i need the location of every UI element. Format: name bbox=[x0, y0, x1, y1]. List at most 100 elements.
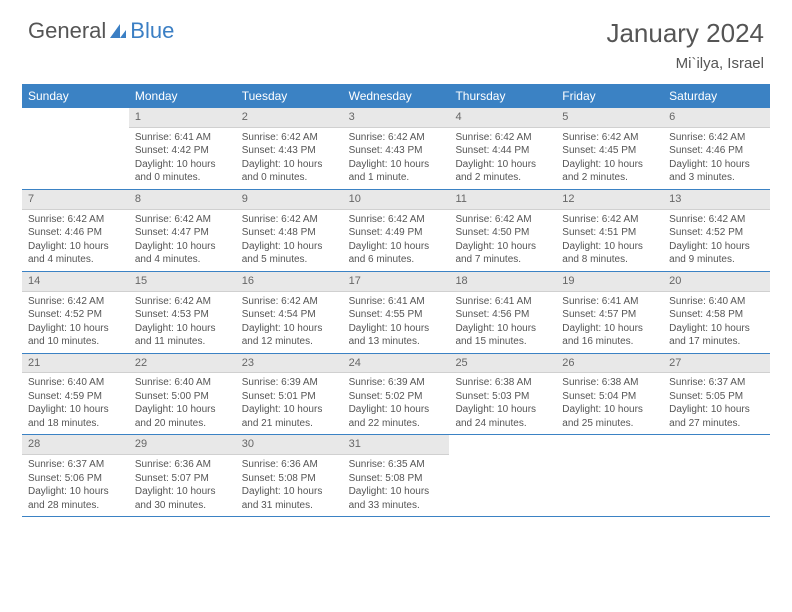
day-detail: Sunrise: 6:40 AMSunset: 5:00 PMDaylight:… bbox=[129, 373, 236, 434]
brand-logo: General Blue bbox=[28, 18, 174, 44]
sunrise-line: Sunrise: 6:41 AM bbox=[349, 296, 425, 307]
day-detail: Sunrise: 6:35 AM Sunset: 5:08 PM Daylight:… bbox=[343, 455, 450, 516]
day-number: 10 bbox=[343, 190, 450, 210]
sunset-line: Sunset: 4:46 PM bbox=[669, 145, 743, 156]
day-detail: Sunrise: 6:41 AMSunset: 4:55 PMDaylight:… bbox=[343, 292, 450, 353]
day-number: 5 bbox=[556, 108, 663, 128]
calendar-day-cell: 22Sunrise: 6:40 AMSunset: 5:00 PMDayligh… bbox=[129, 354, 236, 435]
sunset-line: Sunset: 4:42 PM bbox=[135, 145, 209, 156]
day-number: 29 bbox=[129, 435, 236, 455]
calendar-day-cell: 13Sunrise: 6:42 AMSunset: 4:52 PMDayligh… bbox=[663, 190, 770, 271]
daylight-line: Daylight: 10 hours and 4 minutes. bbox=[135, 241, 216, 266]
sunrise-line: Sunrise: 6:37 AM bbox=[669, 377, 745, 388]
day-number: 22 bbox=[129, 354, 236, 374]
calendar-day-cell: 14Sunrise: 6:42 AMSunset: 4:52 PMDayligh… bbox=[22, 272, 129, 353]
day-detail: Sunrise: 6:38 AMSunset: 5:03 PMDaylight:… bbox=[449, 373, 556, 434]
calendar-empty-cell bbox=[556, 435, 663, 516]
daylight-line: Daylight: 10 hours and 20 minutes. bbox=[135, 404, 216, 429]
calendar-day-cell: 15Sunrise: 6:42 AMSunset: 4:53 PMDayligh… bbox=[129, 272, 236, 353]
sunset-line: Sunset: 4:52 PM bbox=[669, 227, 743, 238]
sunrise-line: Sunrise: 6:42 AM bbox=[455, 132, 531, 143]
sunrise-line: Sunrise: 6:36 AM bbox=[242, 459, 318, 470]
sunset-line: Sunset: 4:50 PM bbox=[455, 227, 529, 238]
day-number: 12 bbox=[556, 190, 663, 210]
calendar-day-cell: 30Sunrise: 6:36 AMSunset: 5:08 PMDayligh… bbox=[236, 435, 343, 516]
day-detail: Sunrise: 6:42 AMSunset: 4:43 PMDaylight:… bbox=[236, 128, 343, 189]
day-number: 14 bbox=[22, 272, 129, 292]
daylight-line: Daylight: 10 hours and 7 minutes. bbox=[455, 241, 536, 266]
day-detail: Sunrise: 6:38 AM Sunset: 5:04 PM Daylight:… bbox=[556, 373, 663, 434]
sunset-line: Sunset: 5:04 PM bbox=[562, 391, 636, 402]
day-number: 31 bbox=[343, 435, 450, 455]
sunset-line: Sunset: 4:45 PM bbox=[562, 145, 636, 156]
calendar-day-cell: 7Sunrise: 6:42 AMSunset: 4:46 PMDaylight… bbox=[22, 190, 129, 271]
sunrise-line: Sunrise: 6:42 AM bbox=[562, 214, 638, 225]
daylight-line: Daylight: 10 hours and 1 minute. bbox=[349, 159, 430, 184]
calendar-empty-cell bbox=[663, 435, 770, 516]
day-detail: Sunrise: 6:37 AMSunset: 5:05 PMDaylight:… bbox=[663, 373, 770, 434]
sunset-line: Sunset: 4:57 PM bbox=[562, 309, 636, 320]
calendar-day-cell: 18Sunrise: 6:41 AMSunset: 4:56 PMDayligh… bbox=[449, 272, 556, 353]
sunrise-line: Sunrise: 6:42 AM bbox=[28, 214, 104, 225]
sunset-line: Sunset: 5:08 PM bbox=[349, 473, 423, 484]
sunset-line: Sunset: 4:56 PM bbox=[455, 309, 529, 320]
day-number: 2 bbox=[236, 108, 343, 128]
daylight-line: Daylight: 10 hours and 22 minutes. bbox=[349, 404, 430, 429]
daylight-line: Daylight: 10 hours and 2 minutes. bbox=[455, 159, 536, 184]
day-number: 13 bbox=[663, 190, 770, 210]
day-number: 11 bbox=[449, 190, 556, 210]
calendar-week-row: 1Sunrise: 6:41 AMSunset: 4:42 PMDaylight… bbox=[22, 108, 770, 190]
sunset-line: Sunset: 4:51 PM bbox=[562, 227, 636, 238]
sunset-line: Sunset: 4:54 PM bbox=[242, 309, 316, 320]
day-number: 28 bbox=[22, 435, 129, 455]
calendar-day-cell: 10Sunrise: 6:42 AMSunset: 4:49 PMDayligh… bbox=[343, 190, 450, 271]
day-number: 3 bbox=[343, 108, 450, 128]
sunrise-line: Sunrise: 6:38 AM bbox=[455, 377, 531, 388]
daylight-line: Daylight: 10 hours and 24 minutes. bbox=[455, 404, 536, 429]
daylight-line: Daylight: 10 hours and 10 minutes. bbox=[28, 323, 109, 348]
day-detail: Sunrise: 6:42 AMSunset: 4:44 PMDaylight:… bbox=[449, 128, 556, 189]
day-detail: Sunrise: 6:42 AMSunset: 4:48 PMDaylight:… bbox=[236, 210, 343, 271]
sunset-line: Sunset: 4:53 PM bbox=[135, 309, 209, 320]
calendar-grid: SundayMondayTuesdayWednesdayThursdayFrid… bbox=[22, 84, 770, 517]
daylight-line: Daylight: 10 hours and 21 minutes. bbox=[242, 404, 323, 429]
daylight-line: Daylight: 10 hours and 25 minutes. bbox=[562, 404, 643, 429]
sunset-line: Sunset: 4:48 PM bbox=[242, 227, 316, 238]
day-number: 23 bbox=[236, 354, 343, 374]
sunrise-line: Sunrise: 6:40 AM bbox=[669, 296, 745, 307]
sunrise-line: Sunrise: 6:42 AM bbox=[135, 214, 211, 225]
sunset-line: Sunset: 4:58 PM bbox=[669, 309, 743, 320]
sunrise-line: Sunrise: 6:39 AM bbox=[349, 377, 425, 388]
sunset-line: Sunset: 5:05 PM bbox=[669, 391, 743, 402]
calendar-day-cell: 29Sunrise: 6:36 AMSunset: 5:07 PMDayligh… bbox=[129, 435, 236, 516]
day-number: 19 bbox=[556, 272, 663, 292]
daylight-line: Daylight: 10 hours and 11 minutes. bbox=[135, 323, 216, 348]
day-number: 1 bbox=[129, 108, 236, 128]
calendar-week-row: 7Sunrise: 6:42 AMSunset: 4:46 PMDaylight… bbox=[22, 190, 770, 272]
day-number: 21 bbox=[22, 354, 129, 374]
calendar-day-cell: 23Sunrise: 6:39 AMSunset: 5:01 PMDayligh… bbox=[236, 354, 343, 435]
sunset-line: Sunset: 4:52 PM bbox=[28, 309, 102, 320]
daylight-line: Daylight: 10 hours and 28 minutes. bbox=[28, 486, 109, 511]
day-detail: Sunrise: 6:40 AMSunset: 4:58 PMDaylight:… bbox=[663, 292, 770, 353]
sunset-line: Sunset: 5:08 PM bbox=[242, 473, 316, 484]
day-detail: Sunrise: 6:40 AMSunset: 4:59 PMDaylight:… bbox=[22, 373, 129, 434]
sunrise-line: Sunrise: 6:38 AM bbox=[562, 377, 638, 388]
daylight-line: Daylight: 10 hours and 2 minutes. bbox=[562, 159, 643, 184]
calendar-day-cell: 2Sunrise: 6:42 AMSunset: 4:43 PMDaylight… bbox=[236, 108, 343, 189]
sunset-line: Sunset: 4:55 PM bbox=[349, 309, 423, 320]
daylight-line: Daylight: 10 hours and 33 minutes. bbox=[349, 486, 430, 511]
sunset-line: Sunset: 4:43 PM bbox=[349, 145, 423, 156]
sunrise-line: Sunrise: 6:35 AM bbox=[349, 459, 425, 470]
day-number: 30 bbox=[236, 435, 343, 455]
daylight-line: Daylight: 10 hours and 0 minutes. bbox=[135, 159, 216, 184]
daylight-line: Daylight: 10 hours and 18 minutes. bbox=[28, 404, 109, 429]
day-number: 20 bbox=[663, 272, 770, 292]
sunset-line: Sunset: 5:07 PM bbox=[135, 473, 209, 484]
sunset-line: Sunset: 4:43 PM bbox=[242, 145, 316, 156]
sunrise-line: Sunrise: 6:41 AM bbox=[562, 296, 638, 307]
calendar-day-cell: 24Sunrise: 6:39 AMSunset: 5:02 PMDayligh… bbox=[343, 354, 450, 435]
sunrise-line: Sunrise: 6:42 AM bbox=[349, 214, 425, 225]
day-detail: Sunrise: 6:37 AMSunset: 5:06 PMDaylight:… bbox=[22, 455, 129, 516]
weekday-header-cell: Thursday bbox=[449, 84, 556, 108]
